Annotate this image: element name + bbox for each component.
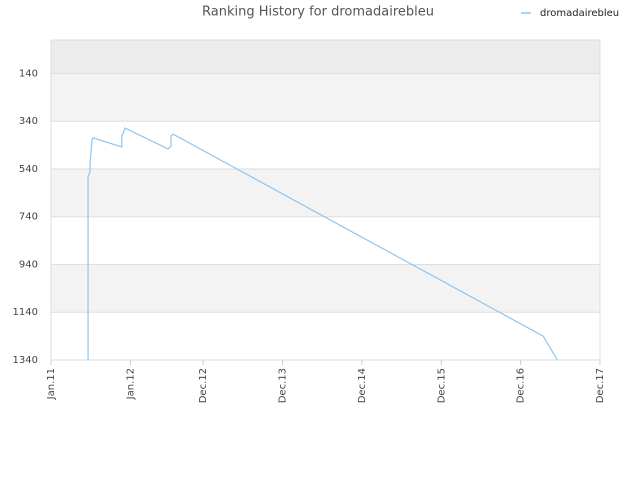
y-tick-label: 140	[19, 68, 38, 79]
line	[87, 127, 558, 361]
y-tick-label: 740	[19, 212, 38, 223]
y-tick-label: 340	[19, 116, 38, 127]
legend-label: dromadairebleu	[540, 8, 619, 19]
grid-band	[51, 73, 600, 122]
x-tick-label: Dec.14	[357, 368, 368, 403]
x-tick-label: Dec.15	[436, 368, 447, 403]
y-tick-label: 1340	[13, 355, 38, 366]
x-tick-label: Dec.17	[595, 368, 606, 403]
x-tick-label: Dec.13	[278, 368, 289, 403]
x-tick-label: Jan.11	[46, 368, 57, 400]
x-tick-label: Dec.12	[198, 368, 209, 403]
plot-border	[50, 39, 601, 361]
y-tick-label: 940	[19, 259, 38, 270]
grid-band	[51, 121, 600, 169]
x-tick-label: Jan.12	[125, 368, 136, 400]
grid-band	[51, 312, 600, 360]
grid-band	[51, 216, 600, 265]
y-tick-label: 1140	[13, 307, 38, 318]
chart-title: Ranking History for dromadairebleu	[202, 5, 434, 20]
grid-band	[51, 168, 600, 217]
grid-band	[51, 40, 600, 74]
y-tick-label: 540	[19, 164, 38, 175]
x-tick-label: Dec.16	[516, 368, 527, 403]
grid-band	[51, 264, 600, 313]
